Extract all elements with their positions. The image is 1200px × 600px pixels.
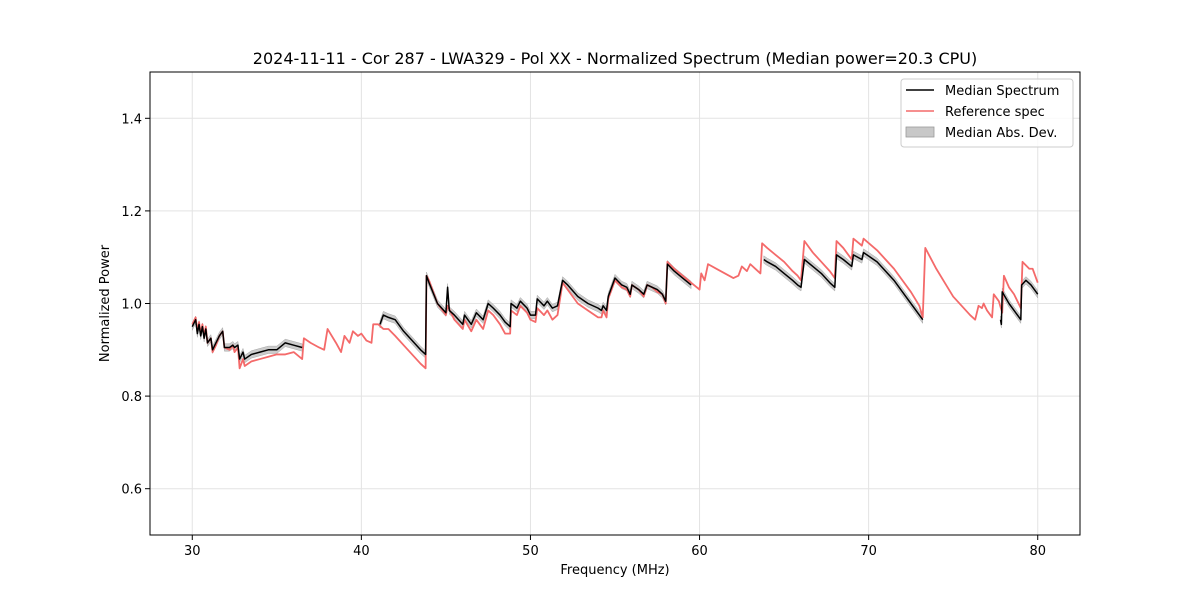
legend-box [900,78,1074,148]
y-tick-label: 1.4 [121,112,142,127]
y-tick-label: 1.0 [121,298,142,313]
x-tick-label: 60 [691,544,708,559]
y-axis-label: Normalized Power [98,244,113,362]
median-spectrum-line [191,318,303,360]
mad-band [1000,276,1038,329]
legend-reference-label: Reference spec [945,105,1045,120]
median-spectrum-line [763,251,924,321]
x-tick-label: 50 [522,544,539,559]
x-axis-label: Frequency (MHz) [560,563,669,578]
legend-mad-swatch [905,126,935,138]
x-tick-label: 70 [860,544,877,559]
grid-lines [150,72,1080,535]
x-tick-label: 30 [184,544,201,559]
x-tick-label: 80 [1029,544,1046,559]
reference-spec-line [191,237,1039,370]
chart-title: 2024-11-11 - Cor 287 - LWA329 - Pol XX -… [253,49,977,68]
legend-mad-label: Median Abs. Dev. [945,126,1057,141]
median-spectrum-line [999,279,1039,326]
legend-median-label: Median Spectrum [945,84,1059,99]
x-tick-label: 40 [353,544,370,559]
median-spectrum-line [379,263,692,356]
y-tick-label: 0.8 [121,390,142,405]
y-tick-label: 1.2 [121,205,142,220]
axis-ticks: 30 40 50 60 70 80 0.6 0.8 1.0 1.2 1.4 [121,112,1046,559]
legend: Median Spectrum Reference spec Median Ab… [900,78,1074,148]
mad-band [192,315,303,364]
series-layer [191,237,1039,370]
y-tick-label: 0.6 [121,483,142,498]
